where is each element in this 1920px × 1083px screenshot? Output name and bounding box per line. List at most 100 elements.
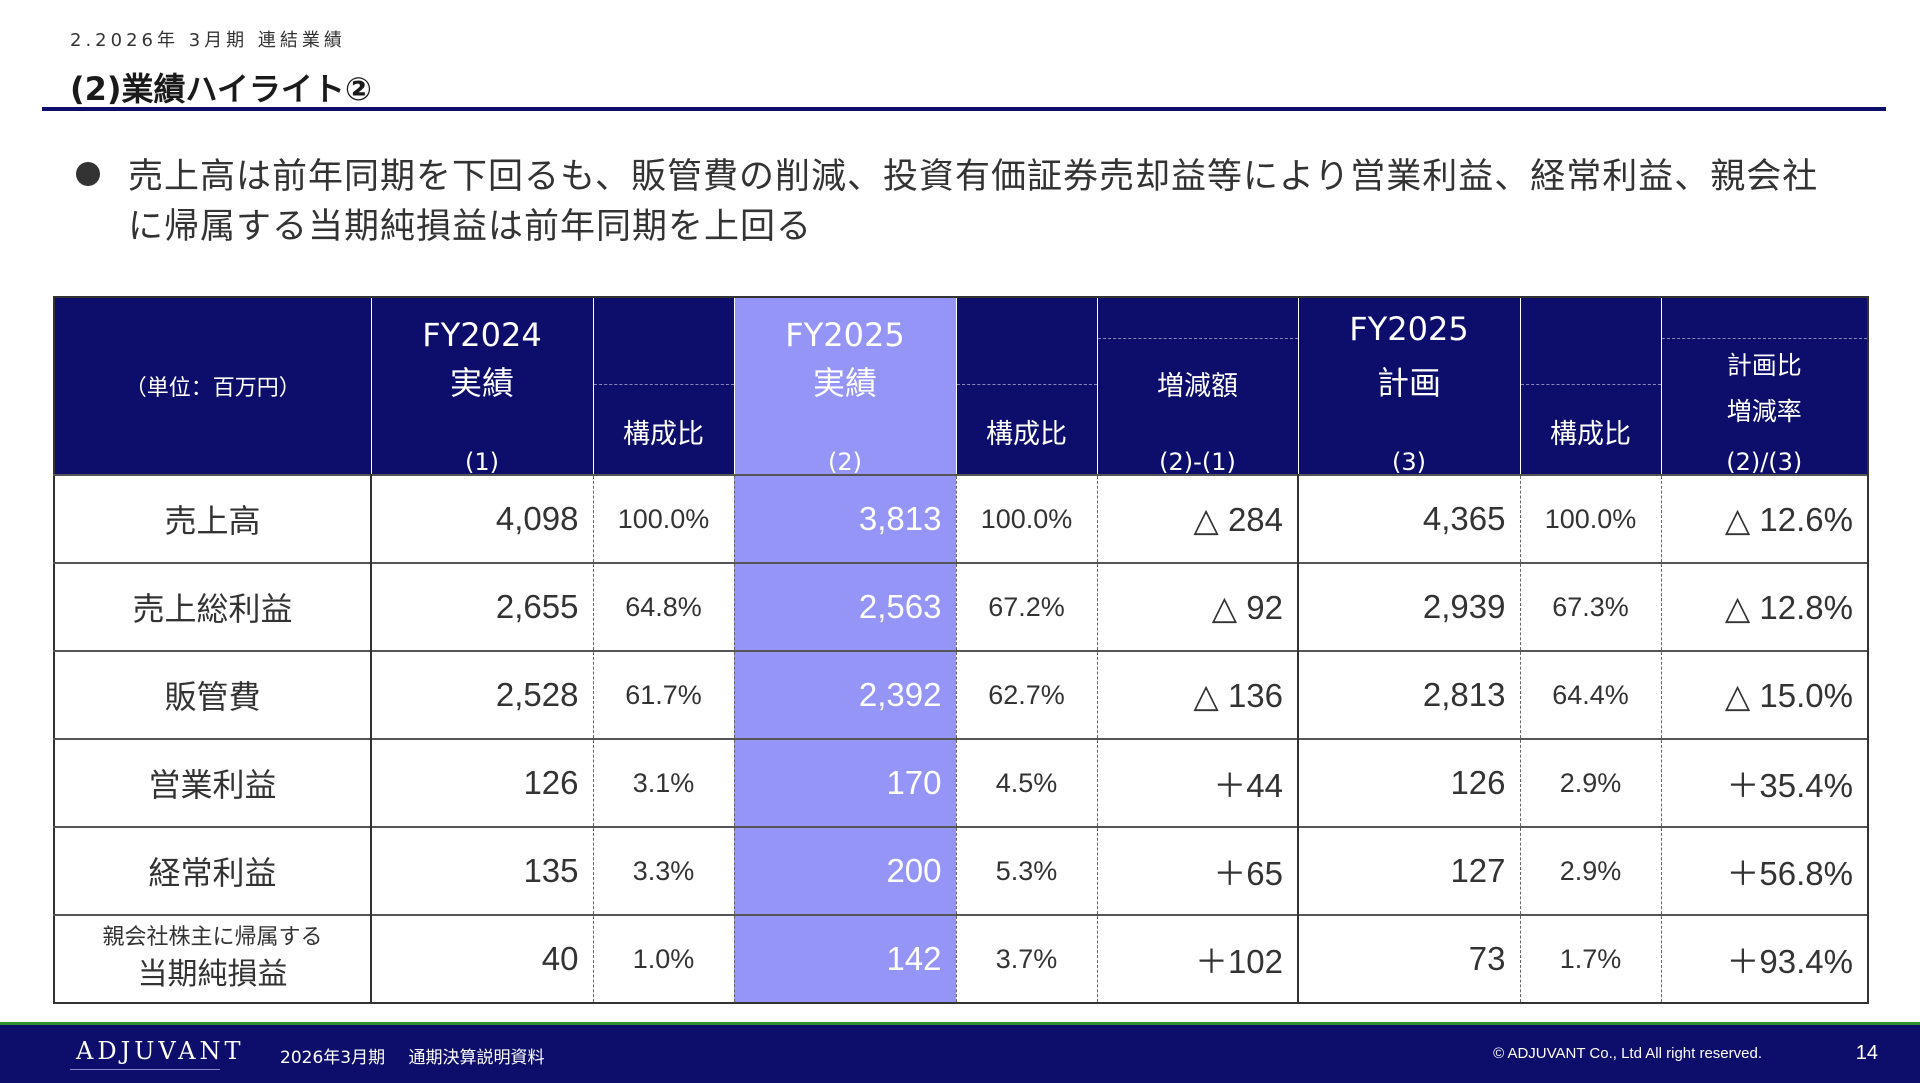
- vs-plan-value: ＋56.8%: [1661, 826, 1869, 915]
- fy2025-ratio: 67.2%: [956, 562, 1098, 651]
- fy2025-kind: 実績: [812, 364, 877, 402]
- diff-value: △ 136: [1097, 650, 1299, 739]
- plan-value: 4,365: [1298, 474, 1521, 563]
- vs-plan-value: △ 12.8%: [1661, 562, 1869, 651]
- row-label: 販管費: [54, 650, 372, 739]
- plan-ratio: 100.0%: [1520, 474, 1662, 563]
- fy2024-ratio-label: 構成比: [623, 419, 704, 450]
- fy2024-year: FY2024: [422, 316, 542, 354]
- fy2025-ratio: 62.7%: [956, 650, 1098, 739]
- diff-value: ＋65: [1097, 826, 1299, 915]
- fy2024-ratio: 61.7%: [593, 650, 735, 739]
- fy2025-ratio: 4.5%: [956, 738, 1098, 827]
- logo-underline: [70, 1069, 220, 1070]
- plan-header-cell: FY2025 計画 (3): [1298, 297, 1521, 476]
- fy2024-value: 2,528: [371, 650, 594, 739]
- fy2025-ratio: 100.0%: [956, 474, 1098, 563]
- vs-plan-value: ＋93.4%: [1661, 914, 1869, 1003]
- fy2025-year: FY2025: [785, 316, 905, 354]
- fy2024-ratio: 3.1%: [593, 738, 735, 827]
- fy2025-value: 142: [734, 914, 957, 1003]
- fy2025-value: 2,563: [734, 562, 957, 651]
- plan-ratio: 64.4%: [1520, 650, 1662, 739]
- copyright-text: © ADJUVANT Co., Ltd All right reserved.: [1493, 1045, 1762, 1062]
- footer-doc-title: 通期決算説明資料: [408, 1048, 545, 1068]
- plan-value: 126: [1298, 738, 1521, 827]
- diff-value: △ 284: [1097, 474, 1299, 563]
- diff-label: 増減額: [1157, 371, 1238, 402]
- bullet-text: 売上高は前年同期を下回るも、販管費の削減、投資有価証券売却益等により営業利益、経…: [128, 157, 1819, 247]
- diff-ref: (2)-(1): [1159, 448, 1236, 476]
- fy2024-ratio: 64.8%: [593, 562, 735, 651]
- plan-value: 2,813: [1298, 650, 1521, 739]
- fy2025-ref: (2): [828, 448, 862, 476]
- fy2024-ratio: 3.3%: [593, 826, 735, 915]
- plan-year: FY2025: [1349, 310, 1469, 348]
- fy2025-header-cell: FY2025 実績 (2): [734, 297, 957, 476]
- row-label: 親会社株主に帰属する 当期純損益: [54, 914, 372, 1003]
- fy2024-value: 126: [371, 738, 594, 827]
- fy2025-ratio: 5.3%: [956, 826, 1098, 915]
- vs-plan-label-1: 計画比: [1726, 351, 1802, 380]
- table-row: 売上総利益 2,655 64.8% 2,563 67.2% △ 92 2,939…: [54, 562, 1869, 651]
- vs-plan-value: ＋35.4%: [1661, 738, 1869, 827]
- plan-ratio: 67.3%: [1520, 562, 1662, 651]
- fy2025-ratio: 3.7%: [956, 914, 1098, 1003]
- plan-ratio: 2.9%: [1520, 826, 1662, 915]
- table-row: 売上高 4,098 100.0% 3,813 100.0% △ 284 4,36…: [54, 474, 1869, 563]
- unit-label: （単位：百万円）: [124, 376, 301, 401]
- row-label: 営業利益: [54, 738, 372, 827]
- section-label: 2.2026年 3月期 連結業績: [70, 30, 346, 51]
- vs-plan-label-2: 増減率: [1726, 397, 1802, 426]
- plan-kind: 計画: [1376, 364, 1441, 402]
- plan-value: 73: [1298, 914, 1521, 1003]
- title-divider: [42, 107, 1886, 111]
- row-label: 経常利益: [54, 826, 372, 915]
- plan-ratio: 1.7%: [1520, 914, 1662, 1003]
- fy2024-ref: (1): [465, 448, 499, 476]
- vs-plan-header-cell: 計画比 増減率 (2)/(3): [1661, 297, 1868, 476]
- fy2024-value: 2,655: [371, 562, 594, 651]
- vs-plan-ref: (2)/(3): [1726, 448, 1803, 476]
- diff-value: ＋102: [1097, 914, 1299, 1003]
- diff-value: △ 92: [1097, 562, 1299, 651]
- footer-document-label: 2026年3月期 通期決算説明資料: [280, 1043, 563, 1068]
- fy2025-value: 2,392: [734, 650, 957, 739]
- fy2024-value: 40: [371, 914, 594, 1003]
- bullet-dot-icon: [76, 162, 100, 186]
- row-label-main: 当期純損益: [137, 957, 288, 992]
- table-row: 経常利益 135 3.3% 200 5.3% ＋65 127 2.9% ＋56.…: [54, 826, 1869, 915]
- row-label-prefix: 親会社株主に帰属する: [102, 925, 323, 950]
- fy2024-value: 4,098: [371, 474, 594, 563]
- fy2025-value: 3,813: [734, 474, 957, 563]
- unit-header-cell: （単位：百万円）: [54, 297, 372, 475]
- plan-value: 2,939: [1298, 562, 1521, 651]
- page-number: 14: [1855, 1042, 1878, 1064]
- fy2024-ratio: 1.0%: [593, 914, 735, 1003]
- company-logo: ADJUVANT: [76, 1037, 245, 1065]
- vs-plan-value: △ 12.6%: [1661, 474, 1869, 563]
- fy2025-ratio-label: 構成比: [986, 419, 1067, 450]
- slide-title: (2)業績ハイライト②: [70, 70, 372, 108]
- plan-ref: (3): [1392, 448, 1426, 476]
- table-row: 販管費 2,528 61.7% 2,392 62.7% △ 136 2,813 …: [54, 650, 1869, 739]
- plan-ratio-header-cell: 構成比: [1520, 297, 1662, 475]
- footer-bar: ADJUVANT 2026年3月期 通期決算説明資料 © ADJUVANT Co…: [0, 1022, 1920, 1083]
- fy2025-ratio-header-cell: 構成比: [956, 297, 1098, 475]
- table-row: 営業利益 126 3.1% 170 4.5% ＋44 126 2.9% ＋35.…: [54, 738, 1869, 827]
- fy2024-ratio: 100.0%: [593, 474, 735, 563]
- row-label: 売上高: [54, 474, 372, 563]
- results-table: （単位：百万円） FY2024 実績 (1) 構成比 FY2025 実績 (2)…: [53, 296, 1869, 1004]
- row-label: 売上総利益: [54, 562, 372, 651]
- table-header-row: （単位：百万円） FY2024 実績 (1) 構成比 FY2025 実績 (2)…: [54, 297, 1868, 476]
- fy2024-ratio-header-cell: 構成比: [593, 297, 735, 475]
- table-row: 親会社株主に帰属する 当期純損益 40 1.0% 142 3.7% ＋102 7…: [54, 914, 1869, 1003]
- fy2024-header-cell: FY2024 実績 (1): [371, 297, 594, 476]
- fy2024-kind: 実績: [449, 364, 514, 402]
- plan-ratio-label: 構成比: [1550, 419, 1631, 450]
- diff-header-cell: 増減額 (2)-(1): [1097, 297, 1299, 476]
- fy2024-value: 135: [371, 826, 594, 915]
- footer-period: 2026年3月期: [280, 1048, 386, 1068]
- fy2025-value: 170: [734, 738, 957, 827]
- vs-plan-value: △ 15.0%: [1661, 650, 1869, 739]
